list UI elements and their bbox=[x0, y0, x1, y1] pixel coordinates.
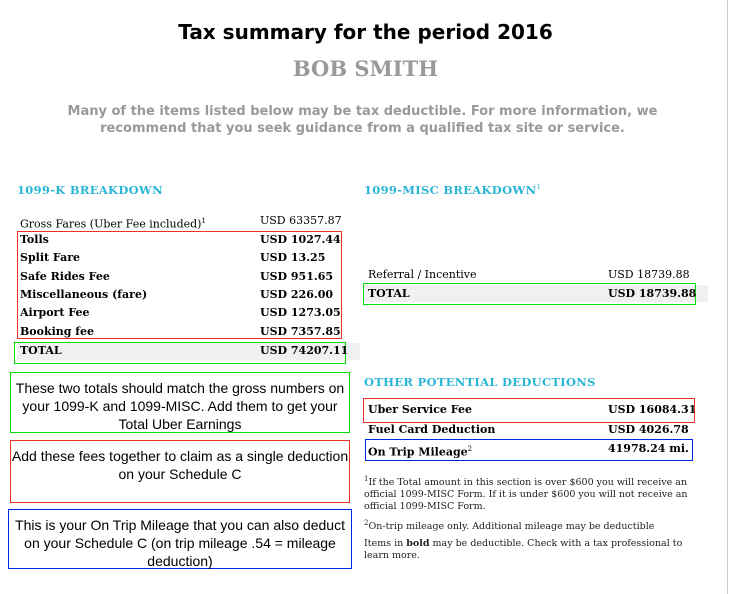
gross-fares-label: Gross Fares (Uber Fee included)1 bbox=[20, 217, 206, 231]
k-total-label: TOTAL bbox=[20, 344, 62, 357]
footnote-2: 2On-trip mileage only. Additional mileag… bbox=[364, 519, 655, 533]
green-annotation: These two totals should match the gross … bbox=[10, 372, 350, 433]
line-item-label: Uber Service Fee bbox=[368, 403, 472, 416]
k-total-box bbox=[14, 342, 346, 364]
blue-annotation: This is your On Trip Mileage that you ca… bbox=[8, 509, 352, 569]
line-item-label: Split Fare bbox=[20, 251, 81, 265]
line-item-value: 41978.24 mi. bbox=[608, 442, 689, 455]
line-item-value: USD 1273.05 bbox=[260, 306, 341, 320]
referral-row: Referral / Incentive USD 18739.88 bbox=[368, 266, 708, 284]
line-item-value: USD 7357.85 bbox=[260, 324, 341, 338]
line-item-label: Safe Rides Fee bbox=[20, 269, 110, 283]
misc-total-label: TOTAL bbox=[368, 287, 410, 300]
line-item-label: Airport Fee bbox=[20, 306, 90, 320]
line-item: Safe Rides Fee USD 951.65 bbox=[20, 268, 360, 286]
gross-fares-row: Gross Fares (Uber Fee included)1 USD 633… bbox=[20, 212, 360, 231]
line-item: Miscellaneous (fare) USD 226.00 bbox=[20, 286, 360, 304]
line-item-label: Fuel Card Deduction bbox=[368, 423, 496, 436]
line-item: Booking fee USD 7357.85 bbox=[20, 323, 360, 341]
line-item-value: USD 16084.31 bbox=[608, 403, 697, 416]
k-heading: 1099-K BREAKDOWN bbox=[17, 183, 163, 197]
line-item-label: Miscellaneous (fare) bbox=[20, 287, 148, 301]
misc-heading: 1099-MISC BREAKDOWN1 bbox=[364, 183, 542, 197]
page-edge bbox=[727, 0, 728, 594]
k-fees-box bbox=[17, 231, 342, 339]
footnote-1: 1If the Total amount in this section is … bbox=[364, 475, 688, 513]
line-item: Tolls USD 1027.44 bbox=[20, 231, 360, 249]
line-item-value: USD 226.00 bbox=[260, 287, 334, 301]
referral-value: USD 18739.88 bbox=[608, 268, 690, 281]
red-annotation: Add these fees together to claim as a si… bbox=[10, 440, 350, 503]
line-item-value: USD 13.25 bbox=[260, 251, 326, 265]
bold-note: Items in bold may be deductible. Check w… bbox=[364, 538, 683, 561]
misc-total-row: TOTAL USD 18739.88 bbox=[368, 285, 708, 303]
service-fee-box bbox=[363, 398, 695, 423]
taxpayer-name: BOB SMITH bbox=[292, 56, 439, 81]
line-item-label: Tolls bbox=[20, 233, 49, 246]
line-item-label: Booking fee bbox=[20, 324, 95, 338]
line-item: Uber Service Fee USD 16084.31 bbox=[368, 401, 708, 419]
line-item: Airport Fee USD 1273.05 bbox=[20, 304, 360, 322]
line-item-label: On Trip Mileage2 bbox=[368, 445, 473, 459]
line-item-value: USD 1027.44 bbox=[260, 233, 341, 246]
line-item: On Trip Mileage2 41978.24 mi. bbox=[368, 440, 708, 459]
misc-total-value: USD 18739.88 bbox=[608, 287, 697, 300]
line-item: Split Fare USD 13.25 bbox=[20, 249, 360, 267]
k-total-value: USD 74207.11 bbox=[260, 344, 349, 357]
line-item: Fuel Card Deduction USD 4026.78 bbox=[368, 421, 708, 439]
referral-label: Referral / Incentive bbox=[368, 268, 477, 281]
k-total-row: TOTAL USD 74207.11 bbox=[20, 342, 360, 360]
intro-text: Many of the items listed below may be ta… bbox=[67, 104, 658, 136]
page-title: Tax summary for the period 2016 bbox=[178, 20, 553, 44]
other-heading: OTHER POTENTIAL DEDUCTIONS bbox=[364, 375, 596, 389]
mileage-box bbox=[365, 439, 693, 461]
total-bg bbox=[17, 343, 360, 360]
gross-fares-value: USD 63357.87 bbox=[260, 214, 342, 227]
line-item-value: USD 4026.78 bbox=[608, 423, 689, 436]
misc-total-box bbox=[363, 283, 696, 305]
total-bg bbox=[364, 285, 708, 302]
line-item-value: USD 951.65 bbox=[260, 269, 334, 283]
